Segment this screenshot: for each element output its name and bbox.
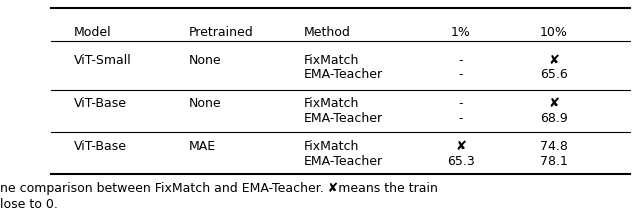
- Text: EMA-Teacher: EMA-Teacher: [304, 155, 383, 168]
- Text: FixMatch: FixMatch: [304, 140, 360, 153]
- Text: EMA-Teacher: EMA-Teacher: [304, 112, 383, 125]
- Text: ✘: ✘: [455, 140, 467, 153]
- Text: 1%: 1%: [451, 26, 471, 39]
- Text: -: -: [458, 97, 463, 110]
- Text: None: None: [189, 54, 221, 67]
- Text: Model: Model: [74, 26, 111, 39]
- Text: 68.9: 68.9: [540, 112, 568, 125]
- Text: ViT-Base: ViT-Base: [74, 97, 127, 110]
- Text: -: -: [458, 54, 463, 67]
- Text: lose to 0.: lose to 0.: [0, 198, 58, 211]
- Text: ViT-Base: ViT-Base: [74, 140, 127, 153]
- Text: ✘: ✘: [548, 54, 559, 67]
- Text: MAE: MAE: [189, 140, 216, 153]
- Text: Pretrained: Pretrained: [189, 26, 253, 39]
- Text: None: None: [189, 97, 221, 110]
- Text: 10%: 10%: [540, 26, 568, 39]
- Text: 74.8: 74.8: [540, 140, 568, 153]
- Text: ✘: ✘: [548, 97, 559, 110]
- Text: 65.6: 65.6: [540, 68, 568, 81]
- Text: -: -: [458, 68, 463, 81]
- Text: Method: Method: [304, 26, 351, 39]
- Text: 65.3: 65.3: [447, 155, 475, 168]
- Text: ViT-Small: ViT-Small: [74, 54, 131, 67]
- Text: FixMatch: FixMatch: [304, 54, 360, 67]
- Text: FixMatch: FixMatch: [304, 97, 360, 110]
- Text: 78.1: 78.1: [540, 155, 568, 168]
- Text: -: -: [458, 112, 463, 125]
- Text: EMA-Teacher: EMA-Teacher: [304, 68, 383, 81]
- Text: ne comparison between FixMatch and EMA-Teacher. ✘means the train: ne comparison between FixMatch and EMA-T…: [0, 182, 438, 195]
